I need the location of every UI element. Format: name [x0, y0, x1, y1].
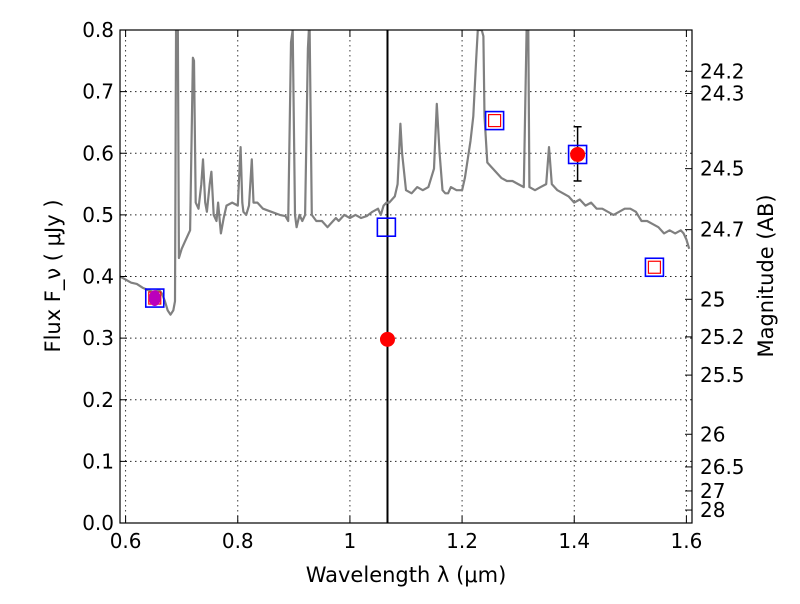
data-point-square-blue	[567, 144, 588, 165]
y2-tick-label: 24.5	[700, 157, 745, 181]
x-tick-label: 1.4	[558, 529, 590, 553]
y-tick-label: 0.1	[82, 449, 114, 473]
y2-tick-label: 24.7	[700, 218, 745, 242]
y2-tick-label: 24.3	[700, 81, 745, 105]
data-point-square-red	[647, 260, 662, 274]
y2-tick-label: 25	[700, 287, 725, 311]
x-tick-label: 1	[344, 529, 357, 553]
x-tick-label: 1.6	[670, 529, 702, 553]
grid	[120, 30, 692, 523]
y2-tick-label: 25.5	[700, 363, 745, 387]
data-point-circle-red	[570, 146, 586, 162]
marker-layer	[144, 110, 665, 347]
y2-tick-label: 28	[700, 498, 725, 522]
spectrum-line	[120, 30, 691, 316]
x-tick-label: 0.6	[110, 529, 142, 553]
data-point-square-blue	[484, 110, 505, 131]
y-tick-label: 0.8	[82, 18, 114, 42]
y-tick-label: 0.7	[82, 80, 114, 104]
data-point-square-blue	[376, 217, 397, 237]
y2-tick-label: 27	[700, 479, 725, 503]
data-point-circle-magenta	[148, 290, 161, 307]
y-tick-label: 0.3	[82, 326, 114, 350]
y2-tick-label: 26	[700, 422, 725, 446]
data-point-square-blue	[644, 257, 665, 278]
data-point-square-red	[488, 113, 502, 128]
y-tick-label: 0.0	[82, 511, 114, 535]
y-ticks: 0.0 0.1 0.2 0.3 0.4 0.5 0.6 0.7 0.8	[82, 18, 127, 535]
spectrum-layer	[120, 30, 691, 316]
y2-tick-label: 25.2	[700, 325, 745, 349]
y-tick-label: 0.4	[82, 265, 114, 289]
x-ticks: 0.6 0.8 1 1.2 1.4 1.6	[110, 30, 702, 553]
y-tick-label: 0.5	[82, 203, 114, 227]
y2-tick-label: 26.5	[700, 455, 745, 479]
y2-axis-label: Magnitude (AB)	[754, 194, 778, 357]
x-tick-label: 0.8	[222, 529, 254, 553]
x-tick-label: 1.2	[446, 529, 478, 553]
y-tick-label: 0.6	[82, 141, 114, 165]
data-point-circle-red	[379, 331, 395, 347]
y2-tick-label: 24.2	[700, 59, 745, 83]
y-tick-label: 0.2	[82, 388, 114, 412]
data-point-square-blue	[144, 288, 165, 308]
x-axis-label: Wavelength λ (μm)	[306, 563, 507, 587]
y-axis-label: Flux F_ν ( μJy )	[41, 199, 66, 352]
